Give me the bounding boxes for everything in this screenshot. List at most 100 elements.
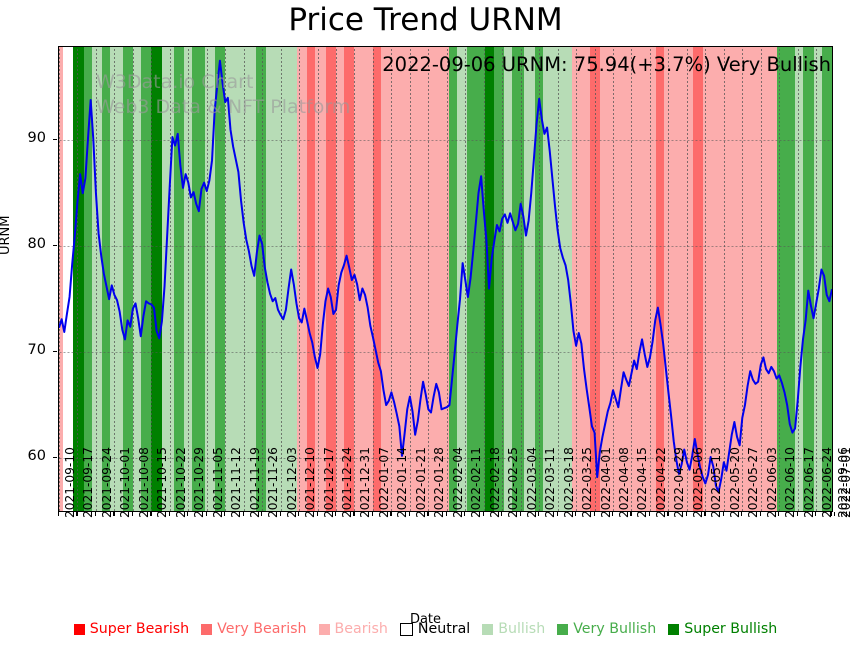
legend-swatch-icon [399, 622, 413, 636]
sentiment-band [721, 47, 731, 511]
x-axis-tick [76, 512, 78, 516]
sentiment-band [702, 47, 712, 511]
x-axis-tick [648, 512, 651, 516]
sentiment-band [440, 47, 450, 511]
x-axis-tick [224, 512, 226, 516]
y-axis-tick-label: 90 [27, 130, 46, 147]
x-axis-tick [630, 512, 632, 516]
x-axis-tick-label: 2022-04-08 [617, 447, 632, 518]
gridline-vertical [169, 47, 171, 511]
x-axis-tick [353, 512, 355, 516]
sentiment-band [255, 47, 267, 511]
x-axis-tick-label: 2022-04-15 [635, 447, 650, 518]
x-axis-tick-label: 2021-12-17 [321, 447, 336, 518]
x-axis-tick-label: 2022-01-07 [376, 447, 391, 518]
y-axis-tick-label: 60 [27, 448, 46, 465]
sentiment-band [674, 47, 685, 511]
legend-item[interactable]: Very Bullish [557, 621, 656, 637]
x-axis-tick [242, 512, 244, 516]
legend-item[interactable]: Neutral [399, 621, 471, 637]
x-axis-tick-label: 2021-11-26 [266, 447, 281, 518]
x-axis-tick [593, 512, 595, 516]
sentiment-band [325, 47, 337, 511]
sentiment-band [739, 47, 749, 511]
sentiment-band [766, 47, 778, 511]
sentiment-band [274, 47, 286, 511]
gridline-vertical [225, 47, 227, 511]
x-axis-tick [390, 512, 392, 516]
sentiment-band [296, 47, 308, 511]
gridline-horizontal [59, 352, 832, 354]
gridline-vertical [132, 47, 134, 511]
x-axis-tick-label: 2021-11-12 [229, 447, 244, 518]
x-axis-tick [833, 512, 835, 516]
gridline-vertical [576, 47, 578, 511]
sentiment-band [192, 47, 206, 511]
x-axis-tick [538, 512, 540, 516]
gridline-vertical [299, 47, 301, 511]
gridline-vertical [188, 47, 190, 511]
sentiment-band [475, 47, 487, 511]
x-axis-tick-label: 2022-03-11 [543, 447, 558, 518]
gridline-vertical [336, 47, 337, 511]
x-axis-tick-label: 2022-03-04 [524, 447, 539, 518]
x-axis-tick [261, 512, 263, 516]
gridline-vertical [59, 47, 60, 511]
legend-item[interactable]: Bullish [482, 621, 545, 637]
sentiment-band [102, 47, 111, 511]
sentiment-band [225, 47, 234, 511]
vertical-gridlines [59, 47, 832, 511]
legend-label: Very Bearish [217, 621, 307, 637]
sentiment-band [380, 47, 392, 511]
gridline-vertical [114, 47, 116, 511]
x-axis-tick-label: 2021-12-10 [303, 447, 318, 518]
sentiment-band [141, 47, 152, 511]
sentiment-band [91, 47, 103, 511]
x-axis-tick [408, 512, 411, 516]
sentiment-band [684, 47, 694, 511]
sentiment-band [354, 47, 364, 511]
x-axis-tick-label: 2021-12-03 [284, 447, 299, 518]
x-axis-tick-label: 2021-12-31 [358, 447, 373, 518]
x-axis-tick [316, 512, 318, 516]
sentiment-band [803, 47, 815, 511]
x-axis-tick [150, 512, 152, 516]
legend-label: Super Bearish [89, 621, 190, 637]
legend-item[interactable]: Super Bullish [668, 621, 777, 637]
sentiment-band [391, 47, 400, 511]
sentiment-band [362, 47, 374, 511]
sentiment-band [63, 47, 74, 511]
sentiment-band [758, 47, 767, 511]
gridline-vertical [686, 47, 688, 511]
gridline-vertical [594, 47, 596, 511]
sentiment-band [493, 47, 505, 511]
legend-label: Very Bullish [573, 621, 657, 637]
x-axis-tick [722, 512, 725, 516]
sentiment-band [344, 47, 355, 511]
x-axis-tick [778, 512, 780, 516]
sentiment-band [284, 47, 298, 511]
legend-item[interactable]: Super Bearish [73, 621, 190, 637]
legend-swatch-icon [201, 623, 213, 635]
x-axis-tick [187, 512, 189, 516]
gridline-vertical [557, 47, 559, 511]
x-axis-tick-label: 2021-12-24 [340, 447, 354, 518]
legend-swatch-icon [73, 623, 85, 635]
x-axis-tick [796, 512, 798, 516]
legend-item[interactable]: Very Bearish [201, 621, 307, 637]
sentiment-band [448, 47, 458, 511]
x-axis-tick-label: 2022-02-04 [450, 447, 465, 518]
y-axis-tick-label: 70 [27, 342, 46, 359]
gridline-vertical [428, 47, 430, 511]
x-axis-tick-label: 2022-02-25 [506, 447, 521, 518]
gridline-vertical [832, 47, 833, 511]
sentiment-band [711, 47, 722, 511]
x-axis-tick-label: 2022-06-10 [783, 447, 798, 518]
sentiment-band [399, 47, 413, 511]
legend-item[interactable]: Bearish [318, 621, 388, 637]
x-axis-tick-label: 2022-09-06 [836, 447, 850, 518]
legend-label: Neutral [417, 621, 471, 637]
x-axis-tick [831, 512, 833, 516]
sentiment-band [132, 47, 142, 511]
